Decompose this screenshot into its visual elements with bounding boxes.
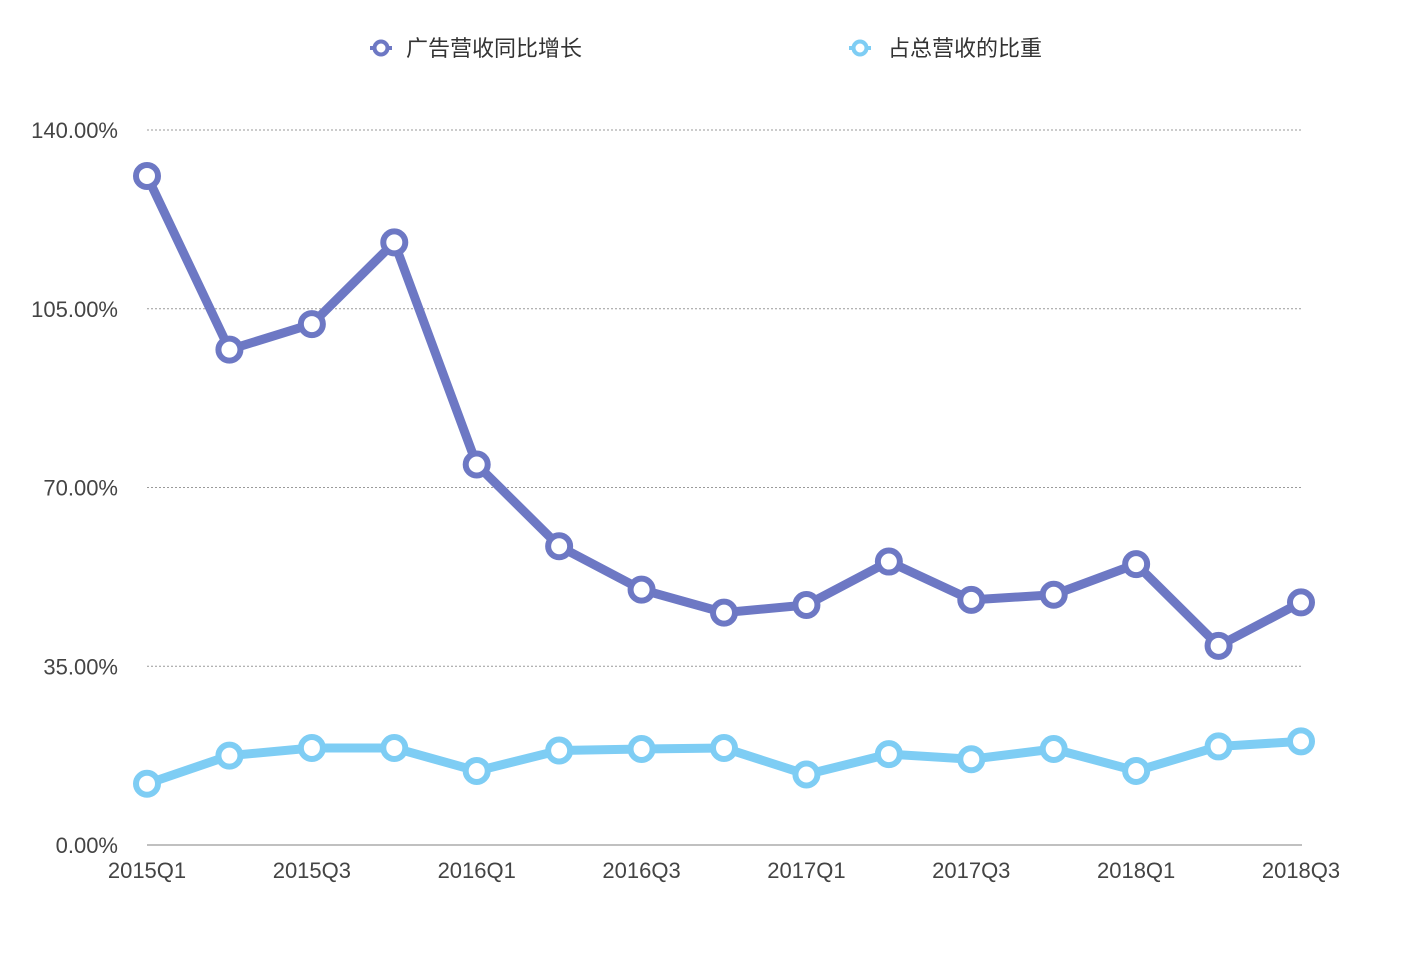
data-point[interactable]: [792, 590, 821, 619]
data-point[interactable]: [462, 756, 491, 785]
data-point[interactable]: [133, 161, 161, 190]
data-point[interactable]: [1122, 756, 1151, 785]
data-point[interactable]: [874, 547, 903, 576]
data-point[interactable]: [627, 575, 656, 604]
data-point[interactable]: [1287, 588, 1315, 617]
y-tick-label: 140.00%: [31, 118, 118, 143]
x-tick-label: 2018Q3: [1262, 858, 1340, 883]
series-2: [133, 727, 1315, 798]
legend-label: 占总营收的比重: [888, 37, 1042, 62]
data-point[interactable]: [462, 450, 491, 479]
data-point[interactable]: [380, 228, 409, 257]
y-tick-label: 35.00%: [43, 654, 118, 679]
data-point[interactable]: [1039, 734, 1068, 763]
data-point[interactable]: [297, 310, 326, 339]
x-tick-label: 2016Q1: [438, 858, 516, 883]
data-point[interactable]: [215, 741, 244, 770]
gridlines: [147, 129, 1302, 846]
data-point[interactable]: [627, 734, 656, 763]
legend-item[interactable]: 广告营收同比增长: [370, 37, 582, 62]
x-tick-label: 2016Q3: [602, 858, 680, 883]
data-point[interactable]: [297, 733, 326, 762]
x-tick-label: 2017Q1: [767, 858, 845, 883]
y-tick-label: 0.00%: [56, 833, 118, 858]
x-axis-ticks: 2015Q1 2015Q3 2016Q1 2016Q3 2017Q1 2017Q3 2018…: [108, 858, 1340, 883]
legend-marker-icon: [851, 39, 869, 57]
data-point[interactable]: [1204, 631, 1233, 660]
legend-label: 广告营收同比增长: [406, 37, 582, 62]
data-point[interactable]: [1204, 732, 1233, 761]
data-point[interactable]: [957, 745, 986, 774]
x-tick-label: 2015Q1: [108, 858, 186, 883]
data-point[interactable]: [710, 598, 738, 627]
x-tick-label: 2017Q3: [932, 858, 1010, 883]
data-point[interactable]: [710, 733, 738, 762]
legend-item[interactable]: 占总营收的比重: [849, 37, 1042, 62]
data-point[interactable]: [1287, 727, 1315, 756]
data-point[interactable]: [545, 736, 574, 765]
data-point[interactable]: [545, 532, 574, 561]
legend-marker-icon: [372, 39, 390, 57]
y-tick-label: 105.00%: [31, 297, 118, 322]
data-point[interactable]: [792, 760, 821, 789]
data-point[interactable]: [133, 769, 161, 798]
series-lines: [133, 161, 1315, 798]
x-tick-label: 2018Q1: [1097, 858, 1175, 883]
data-point[interactable]: [215, 335, 244, 364]
y-axis-ticks: 0.00% 35.00% 70.00% 105.00% 140.00%: [31, 118, 118, 858]
data-point[interactable]: [874, 740, 903, 769]
data-point[interactable]: [1039, 580, 1068, 609]
y-tick-label: 70.00%: [43, 476, 118, 501]
data-point[interactable]: [957, 585, 986, 614]
data-point[interactable]: [1122, 550, 1151, 579]
data-point[interactable]: [380, 733, 409, 762]
x-tick-label: 2015Q3: [273, 858, 351, 883]
legend: 广告营收同比增长 占总营收的比重: [370, 37, 1042, 62]
series-1: [133, 161, 1315, 660]
